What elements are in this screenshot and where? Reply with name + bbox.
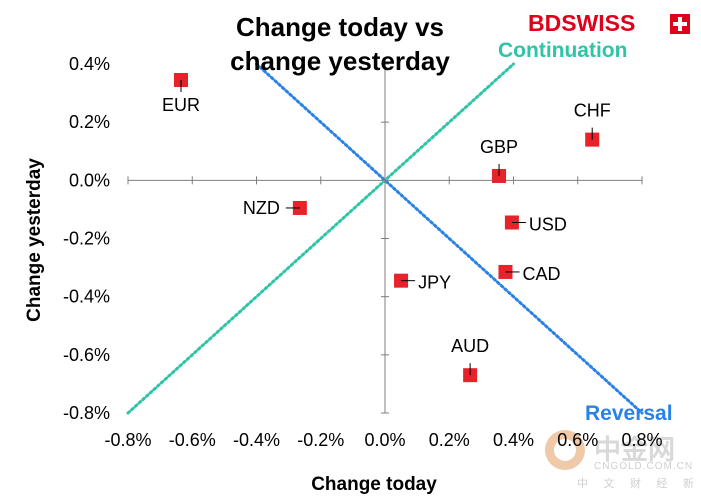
axes: [127, 63, 643, 414]
point-label-jpy: JPY: [418, 273, 451, 293]
x-tick-label: 0.0%: [364, 430, 405, 450]
chart-title-line-1: Change today vs: [236, 12, 444, 42]
reference-line-continuation: [126, 62, 515, 415]
y-tick-label: 0.0%: [69, 170, 110, 190]
x-tick-label: -0.2%: [297, 430, 344, 450]
point-label-cad: CAD: [522, 264, 560, 284]
point-label-aud: AUD: [451, 336, 489, 356]
watermark-logo-inner-icon: [554, 439, 576, 461]
y-tick-label: -0.6%: [63, 345, 110, 365]
x-tick-labels: -0.8% -0.6% -0.4% -0.2% 0.0% 0.2% 0.4% 0.6% 0.8%: [104, 430, 662, 450]
chart-title-line-2: change yesterday: [230, 46, 450, 76]
point-label-gbp: GBP: [480, 137, 518, 157]
x-tick-label: 0.6%: [557, 430, 598, 450]
brand-logo: BDSWISS: [528, 10, 690, 36]
y-tick-label: 0.4%: [69, 54, 110, 74]
point-label-eur: EUR: [162, 95, 200, 115]
point-label-usd: USD: [529, 215, 567, 235]
x-tick-label: 0.4%: [493, 430, 534, 450]
watermark-caption: 中 文 财 经 新 媒 体: [577, 476, 701, 490]
x-tick-label: 0.2%: [429, 430, 470, 450]
x-tick-label: -0.6%: [169, 430, 216, 450]
x-tick-label: 0.8%: [621, 430, 662, 450]
y-tick-label: -0.2%: [63, 229, 110, 249]
reversal-annotation: Reversal: [585, 402, 673, 425]
point-label-nzd: NZD: [243, 198, 280, 218]
y-tick-label: -0.8%: [63, 403, 110, 423]
x-axis-title: Change today: [311, 474, 437, 495]
y-tick-label: 0.2%: [69, 112, 110, 132]
watermark-text: 中金网: [594, 434, 675, 465]
y-tick-labels: 0.4% 0.2% 0.0% -0.2% -0.4% -0.6% -0.8%: [63, 54, 110, 423]
reference-line-reversal: [255, 62, 644, 415]
x-tick-label: -0.4%: [233, 430, 280, 450]
data-points: EUR CHF GBP NZD USD CAD JPY AUD: [162, 72, 611, 383]
y-axis-title: Change yesterday: [24, 158, 45, 322]
continuation-annotation: Continuation: [498, 39, 627, 62]
x-tick-label: -0.8%: [104, 430, 151, 450]
brand-name: BDSWISS: [528, 10, 635, 36]
reference-lines: [126, 62, 644, 415]
y-tick-label: -0.4%: [63, 287, 110, 307]
watermark: 中金网 CNGOLD.COM.CN 中 文 财 经 新 媒 体: [545, 430, 701, 490]
point-label-chf: CHF: [574, 101, 611, 121]
watermark-subtext: CNGOLD.COM.CN: [594, 461, 693, 472]
